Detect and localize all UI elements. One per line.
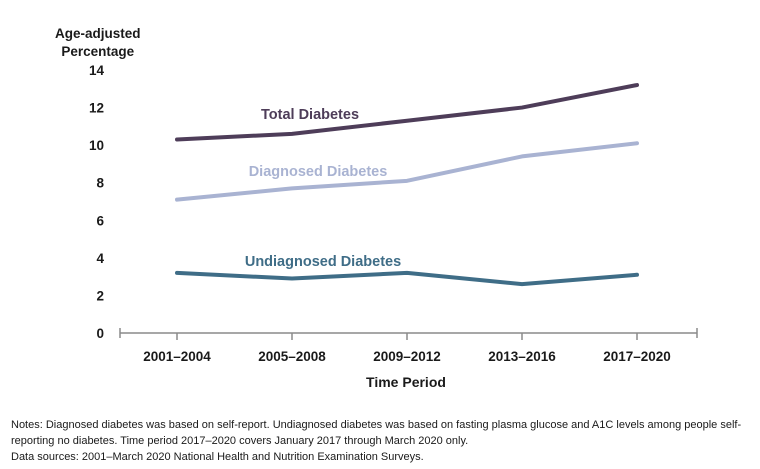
notes-text: Notes: Diagnosed diabetes was based on s…: [11, 419, 742, 447]
y-tick-label: 0: [96, 326, 104, 341]
y-tick-label: 8: [96, 176, 104, 191]
series-label: Total Diabetes: [261, 107, 359, 123]
y-axis-title-line1: Age-adjusted: [55, 26, 141, 41]
y-axis-title-line2: Percentage: [61, 44, 135, 59]
series-label: Diagnosed Diabetes: [249, 164, 388, 180]
series-line: [175, 83, 639, 142]
data-sources-text: Data sources: 2001–March 2020 National H…: [11, 451, 424, 463]
y-tick-label: 2: [96, 288, 104, 303]
series-line: [175, 141, 639, 202]
x-tick-label: 2005–2008: [258, 349, 326, 364]
series-label: Undiagnosed Diabetes: [245, 254, 401, 270]
series-line: [175, 270, 639, 287]
chart-notes: Notes: Diagnosed diabetes was based on s…: [11, 417, 756, 465]
x-tick-label: 2017–2020: [603, 349, 671, 364]
y-tick-label: 6: [96, 213, 104, 228]
x-tick-label: 2009–2012: [373, 349, 441, 364]
x-axis-title: Time Period: [366, 374, 446, 390]
line-chart: 0 2 4 6 8 10 12 14 2001–2004 2005–2008 2009–2012 20…: [89, 63, 698, 364]
y-axis-title: Age-adjusted Percentage: [55, 25, 141, 61]
x-tick-label: 2001–2004: [143, 349, 211, 364]
y-tick-label: 12: [89, 101, 104, 116]
y-tick-label: 10: [89, 138, 104, 153]
y-tick-label: 4: [96, 251, 104, 266]
x-tick-label: 2013–2016: [488, 349, 556, 364]
y-tick-label: 14: [89, 63, 105, 78]
